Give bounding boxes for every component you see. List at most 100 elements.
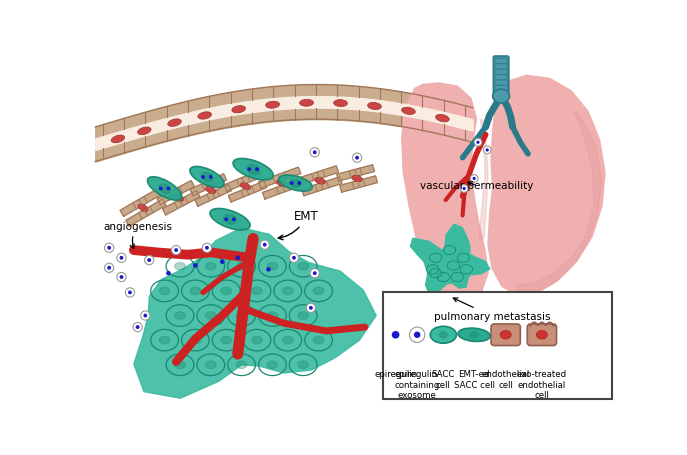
FancyBboxPatch shape xyxy=(495,81,507,86)
Circle shape xyxy=(262,243,267,247)
Circle shape xyxy=(159,187,163,191)
Circle shape xyxy=(260,241,269,250)
Ellipse shape xyxy=(190,288,201,295)
Ellipse shape xyxy=(205,361,216,369)
Ellipse shape xyxy=(240,183,251,190)
Circle shape xyxy=(203,243,212,253)
Circle shape xyxy=(117,273,126,282)
Polygon shape xyxy=(157,181,194,205)
Polygon shape xyxy=(163,191,200,215)
Circle shape xyxy=(107,266,111,270)
FancyBboxPatch shape xyxy=(495,59,507,65)
Polygon shape xyxy=(302,177,342,196)
Circle shape xyxy=(292,256,296,260)
Ellipse shape xyxy=(313,288,324,295)
Circle shape xyxy=(144,314,147,318)
Ellipse shape xyxy=(276,180,286,187)
Ellipse shape xyxy=(210,209,250,231)
Polygon shape xyxy=(195,185,232,207)
Ellipse shape xyxy=(470,332,478,338)
Polygon shape xyxy=(262,179,305,200)
Circle shape xyxy=(297,182,302,186)
Polygon shape xyxy=(134,228,376,398)
Ellipse shape xyxy=(148,177,181,201)
Circle shape xyxy=(473,177,476,181)
Circle shape xyxy=(474,139,482,147)
Circle shape xyxy=(220,260,225,264)
Circle shape xyxy=(409,327,425,343)
Polygon shape xyxy=(410,225,490,293)
Text: epiregulin-
containing
exosome: epiregulin- containing exosome xyxy=(394,369,440,399)
Circle shape xyxy=(289,253,299,263)
Text: vascular permeability: vascular permeability xyxy=(420,181,534,191)
Circle shape xyxy=(104,263,114,273)
Ellipse shape xyxy=(282,288,293,295)
FancyBboxPatch shape xyxy=(495,91,507,97)
FancyBboxPatch shape xyxy=(527,324,556,346)
Circle shape xyxy=(267,268,271,272)
Text: endothelial
cell: endothelial cell xyxy=(482,369,530,389)
Circle shape xyxy=(486,149,489,152)
Ellipse shape xyxy=(168,120,181,127)
Ellipse shape xyxy=(352,176,362,182)
Polygon shape xyxy=(488,76,605,296)
Ellipse shape xyxy=(190,167,224,188)
Ellipse shape xyxy=(297,263,308,270)
Polygon shape xyxy=(479,120,488,239)
FancyBboxPatch shape xyxy=(491,324,520,346)
Ellipse shape xyxy=(236,312,247,320)
Circle shape xyxy=(310,148,319,157)
FancyBboxPatch shape xyxy=(495,86,507,91)
Polygon shape xyxy=(190,174,227,196)
FancyBboxPatch shape xyxy=(495,65,507,70)
Ellipse shape xyxy=(159,184,170,194)
Ellipse shape xyxy=(458,329,491,342)
Text: EMT: EMT xyxy=(278,210,319,240)
Circle shape xyxy=(484,147,491,155)
Ellipse shape xyxy=(440,332,447,338)
Circle shape xyxy=(414,332,420,338)
Text: epiregulin: epiregulin xyxy=(374,369,417,379)
Text: SACC
cell: SACC cell xyxy=(431,369,455,389)
Ellipse shape xyxy=(290,180,301,187)
Polygon shape xyxy=(229,182,267,202)
Ellipse shape xyxy=(236,263,247,270)
Circle shape xyxy=(125,288,135,298)
Circle shape xyxy=(144,256,154,265)
Polygon shape xyxy=(337,165,374,182)
Circle shape xyxy=(232,218,236,222)
Circle shape xyxy=(107,246,111,250)
Ellipse shape xyxy=(266,102,280,109)
Circle shape xyxy=(193,263,198,268)
Circle shape xyxy=(306,303,315,313)
Ellipse shape xyxy=(313,337,324,344)
Ellipse shape xyxy=(334,101,348,107)
Ellipse shape xyxy=(402,108,416,115)
Circle shape xyxy=(141,311,150,320)
Polygon shape xyxy=(258,168,301,189)
Ellipse shape xyxy=(267,263,278,270)
Polygon shape xyxy=(224,171,262,192)
Text: pulmonary metastasis: pulmonary metastasis xyxy=(434,298,550,322)
Text: exo-treated
endothelial
cell: exo-treated endothelial cell xyxy=(517,369,567,399)
Circle shape xyxy=(166,271,171,276)
Ellipse shape xyxy=(138,204,148,212)
Ellipse shape xyxy=(493,90,510,104)
Ellipse shape xyxy=(500,331,511,339)
Ellipse shape xyxy=(159,337,170,344)
Ellipse shape xyxy=(201,173,212,182)
Circle shape xyxy=(120,256,124,260)
Ellipse shape xyxy=(315,178,326,185)
Circle shape xyxy=(462,187,466,191)
FancyBboxPatch shape xyxy=(493,57,509,98)
Ellipse shape xyxy=(174,361,185,369)
Ellipse shape xyxy=(205,263,216,270)
Ellipse shape xyxy=(282,337,293,344)
Circle shape xyxy=(166,187,170,191)
Ellipse shape xyxy=(251,288,262,295)
Polygon shape xyxy=(126,200,166,227)
Ellipse shape xyxy=(223,215,236,225)
Ellipse shape xyxy=(297,361,308,369)
Circle shape xyxy=(352,154,362,163)
Ellipse shape xyxy=(233,159,273,181)
